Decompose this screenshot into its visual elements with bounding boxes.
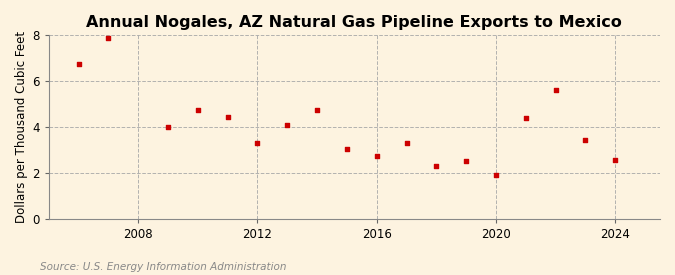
Point [580,138,591,142]
Point [73,62,84,66]
Y-axis label: Dollars per Thousand Cubic Feet: Dollars per Thousand Cubic Feet [15,31,28,223]
Point [222,114,233,119]
Point [491,173,502,177]
Point [192,108,203,112]
Point [371,153,382,158]
Point [550,88,561,93]
Point [401,141,412,145]
Point [103,35,113,40]
Point [252,141,263,145]
Point [520,116,531,120]
Point [282,123,293,127]
Text: Source: U.S. Energy Information Administration: Source: U.S. Energy Information Administ… [40,262,287,272]
Title: Annual Nogales, AZ Natural Gas Pipeline Exports to Mexico: Annual Nogales, AZ Natural Gas Pipeline … [86,15,622,30]
Point [461,159,472,164]
Point [610,158,621,163]
Point [342,147,352,151]
Point [431,164,441,168]
Point [163,125,173,129]
Point [312,108,323,112]
